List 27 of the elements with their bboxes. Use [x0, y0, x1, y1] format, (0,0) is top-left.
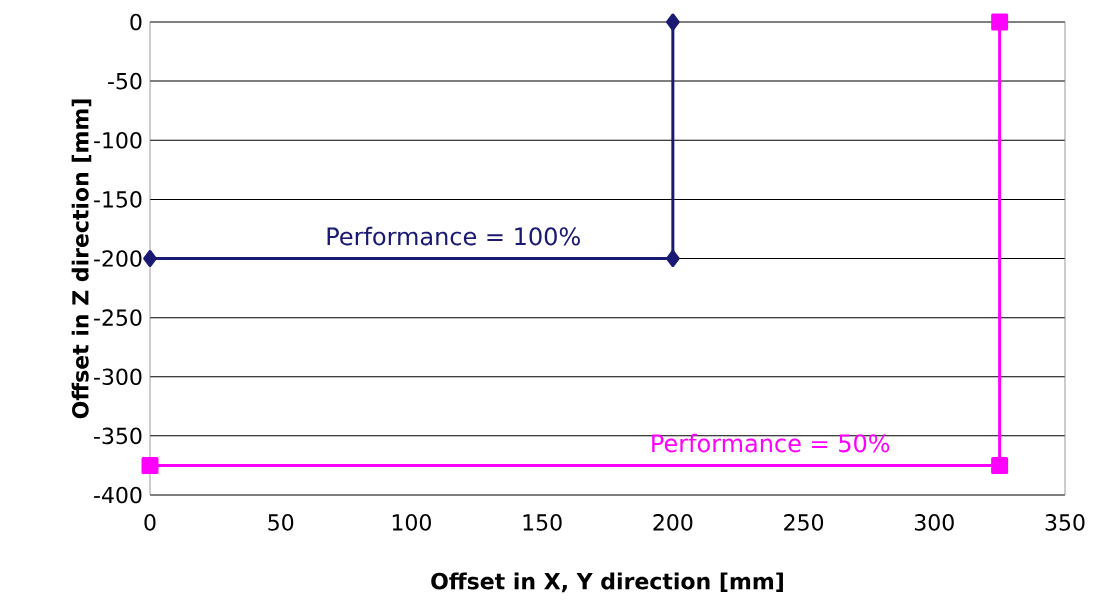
series-label: Performance = 50%	[652, 433, 890, 453]
y-tick-label: -250	[94, 309, 142, 326]
y-tick-label: -200	[94, 250, 142, 267]
y-tick-label: -400	[94, 486, 142, 504]
y-tick-label: -100	[94, 131, 142, 149]
y-tick-label: -300	[94, 368, 142, 386]
point	[141, 456, 159, 474]
x-tick-label: 350	[1045, 514, 1085, 531]
x-tick-label: 200	[653, 514, 693, 531]
point	[143, 250, 157, 267]
y-tick-label: -50	[108, 72, 142, 90]
point	[991, 456, 1009, 474]
series-label: Performance = 100%	[327, 226, 580, 246]
y-tick-label: 0	[130, 13, 142, 31]
point	[666, 250, 680, 267]
x-tick-label: 50	[268, 514, 294, 531]
x-tick-label: 300	[914, 514, 954, 531]
x-tick-label: 100	[392, 514, 431, 531]
x-tick-label: 150	[523, 514, 562, 531]
point	[991, 13, 1009, 31]
x-tick-label: 250	[784, 514, 824, 531]
y-axis-title: Offset in Z direction [mm]	[71, 99, 92, 419]
y-tick-label: -150	[94, 191, 142, 208]
x-tick-label: 0	[144, 514, 156, 531]
x-axis-title: Offset in X, Y direction [mm]	[431, 572, 783, 593]
point	[666, 13, 680, 31]
y-tick-label: -350	[94, 427, 142, 445]
